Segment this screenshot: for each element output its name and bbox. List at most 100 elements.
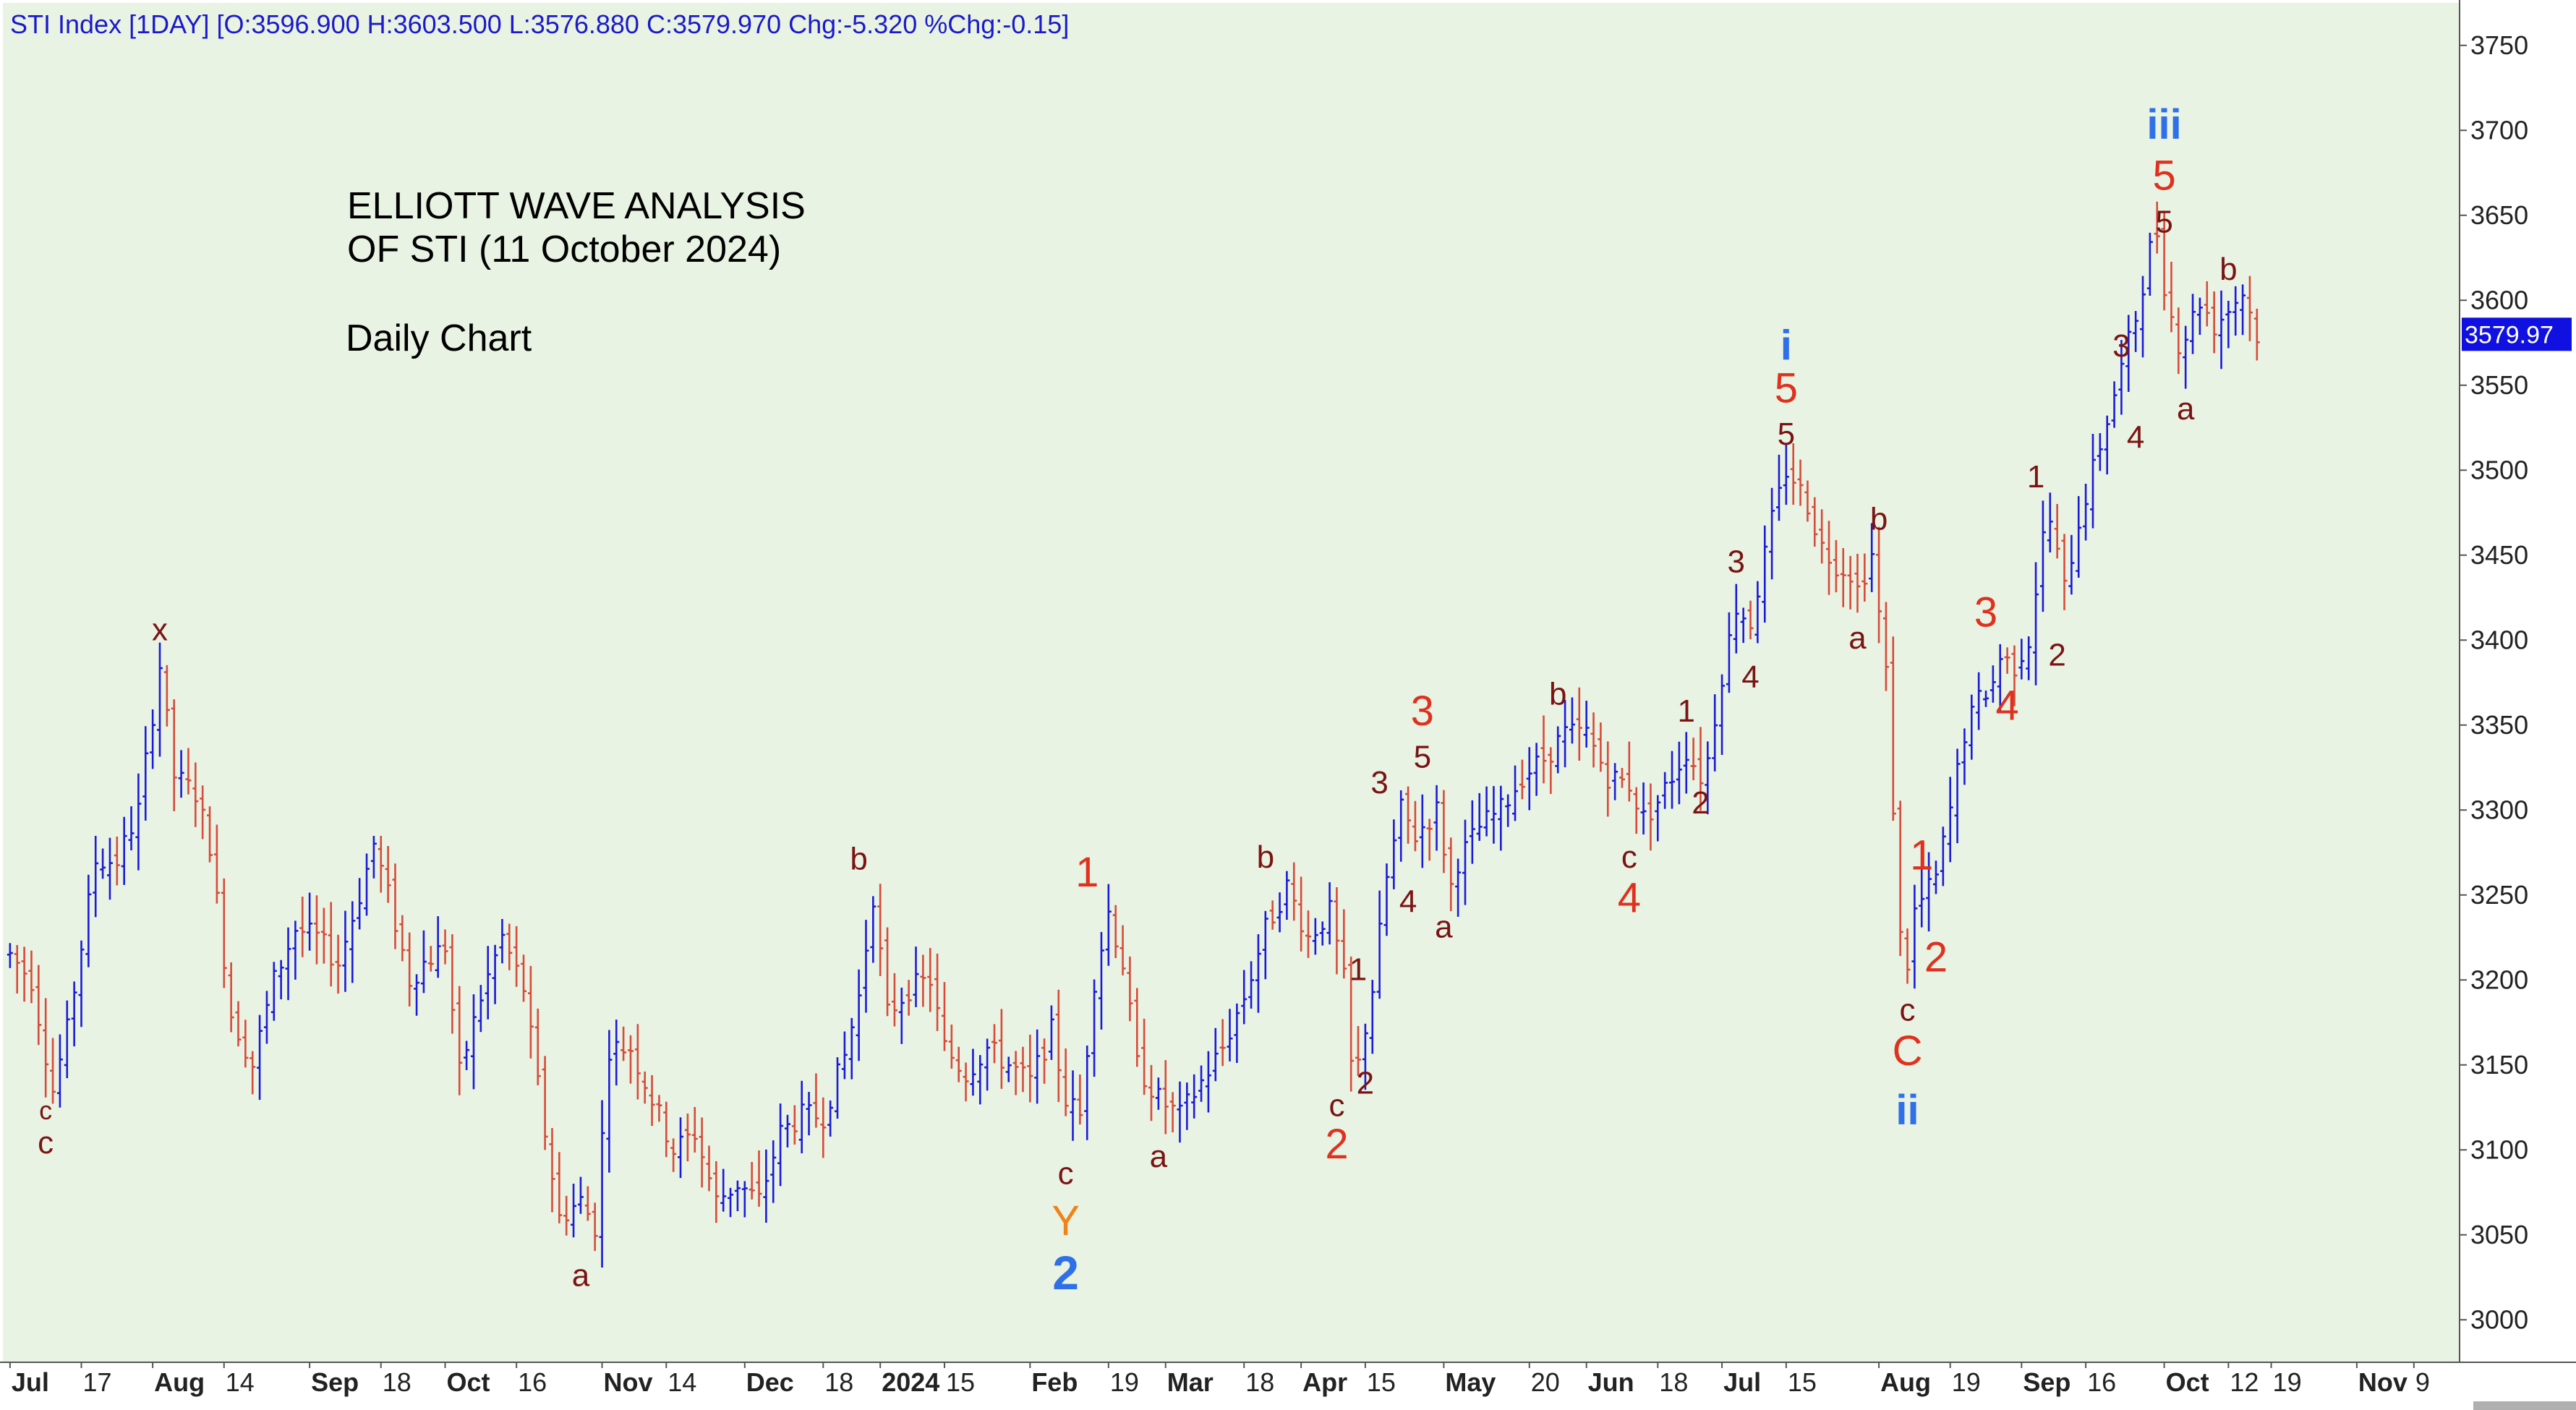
ohlc-bar [1812, 497, 1818, 547]
wave-label: 2 [1325, 1121, 1348, 1168]
ohlc-bar [1234, 1003, 1240, 1064]
ohlc-bar [1269, 900, 1276, 930]
ohlc-bar [1819, 509, 1825, 564]
ohlc-bar [135, 773, 142, 871]
ohlc-bar [1797, 459, 1804, 506]
ohlc-bar [898, 987, 905, 1044]
ohlc-bar [2225, 301, 2232, 349]
ohlc-bar [1298, 876, 1305, 952]
x-tick-label: 18 [383, 1367, 411, 1397]
ohlc-bar [1119, 925, 1126, 975]
ohlc-bar [1705, 741, 1711, 815]
ohlc-bar [1348, 956, 1355, 1092]
x-tick-label: Jun [1588, 1367, 1634, 1397]
scroll-thumb[interactable] [2473, 1401, 2576, 1410]
ohlc-bar [1412, 800, 1418, 852]
ohlc-bar [791, 1105, 798, 1145]
wave-label: 4 [1618, 874, 1641, 921]
ohlc-bar [2140, 275, 2146, 358]
ohlc-bar [663, 1101, 670, 1158]
ohlc-bar [599, 1100, 605, 1268]
price-bars [7, 201, 2260, 1268]
ohlc-bar [806, 1092, 812, 1136]
ohlc-bar [2154, 201, 2160, 254]
wave-label: b [850, 842, 867, 877]
ohlc-bar [1291, 862, 1297, 921]
ohlc-bar [2211, 291, 2217, 354]
y-tick-label: 3650 [2470, 200, 2528, 230]
ohlc-bar [1091, 979, 1098, 1077]
ohlc-bar [563, 1195, 570, 1236]
ohlc-bar [1369, 980, 1376, 1054]
ohlc-bar [1462, 819, 1468, 905]
ohlc-bar [549, 1127, 555, 1213]
ohlc-bar [2089, 434, 2096, 529]
ohlc-bar [1954, 748, 1961, 844]
y-tick-label: 3050 [2470, 1220, 2528, 1249]
ohlc-bar [763, 1149, 769, 1223]
ohlc-bar [2083, 484, 2089, 541]
ohlc-bar [263, 991, 270, 1044]
wave-label: 5 [2155, 204, 2172, 239]
ohlc-bar [1034, 1029, 1041, 1104]
wave-label: iii [2146, 101, 2181, 148]
ohlc-bar [56, 1034, 63, 1108]
ohlc-bar [1127, 956, 1133, 1022]
wave-label: a [1435, 910, 1453, 945]
x-tick-label: Aug [1880, 1367, 1931, 1397]
ohlc-bar [777, 1103, 784, 1187]
ohlc-bar [984, 1038, 991, 1091]
ohlc-bar [2076, 496, 2082, 578]
ohlc-bar [1740, 607, 1747, 644]
ohlc-bar [2047, 492, 2053, 552]
ohlc-bar [470, 994, 477, 1090]
ohlc-bar [1005, 1056, 1012, 1082]
ohlc-bar [278, 960, 284, 1000]
ohlc-bar [485, 946, 491, 1020]
ohlc-bar [1276, 892, 1283, 933]
ohlc-bar [2246, 275, 2253, 341]
ohlc-bar [1105, 884, 1112, 966]
ohlc-bar [1947, 777, 1953, 863]
ohlc-bar [521, 954, 527, 1002]
ohlc-bar [905, 980, 912, 1016]
wave-label: x [152, 612, 168, 647]
wave-label: 4 [2127, 420, 2144, 456]
ohlc-bar [406, 932, 413, 1007]
x-axis-ticks: Jul 17 Aug 14 Sep 18 Oct 16 Nov 14 Dec 18 2024 15 Feb 1… [9, 1362, 2430, 1397]
ohlc-bar [934, 953, 941, 1031]
ohlc-bar [477, 985, 484, 1033]
ohlc-bar [1775, 454, 1782, 521]
ohlc-bar [1562, 699, 1569, 768]
ohlc-bar [1826, 521, 1833, 595]
ohlc-bar [250, 1051, 256, 1095]
wave-label: 5 [1414, 740, 1431, 775]
ohlc-bar [634, 1024, 641, 1100]
wave-label: 5 [2152, 153, 2175, 200]
ohlc-bar [128, 806, 135, 851]
ohlc-bar [171, 699, 177, 811]
ohlc-bar [1455, 858, 1462, 917]
wave-label: b [2219, 252, 2237, 287]
x-tick-label: 12 [2230, 1367, 2259, 1397]
last-price-label: 3579.97 [2465, 321, 2554, 349]
y-tick-label: 3250 [2470, 880, 2528, 910]
ohlc-bar [1077, 1074, 1083, 1125]
x-tick-label: Mar [1167, 1367, 1214, 1397]
ohlc-bar [2168, 261, 2175, 333]
ohlc-bar [93, 836, 99, 918]
ohlc-bar [1070, 1070, 1076, 1141]
ohlc-bar [1526, 747, 1532, 811]
ohlc-bar [870, 896, 877, 963]
y-tick-label: 3150 [2470, 1050, 2528, 1080]
ohlc-bar [1932, 860, 1939, 894]
ohlc-bar [1326, 882, 1333, 945]
ohlc-bar [1198, 1065, 1205, 1102]
wave-label: c [38, 1125, 54, 1161]
ohlc-bar [1919, 867, 1925, 928]
ohlc-bar [1719, 674, 1726, 756]
wave-label: b [1549, 677, 1566, 712]
wave-label: a [2177, 391, 2195, 427]
ohlc-bar [492, 944, 498, 1004]
ohlc-bar [342, 910, 349, 992]
